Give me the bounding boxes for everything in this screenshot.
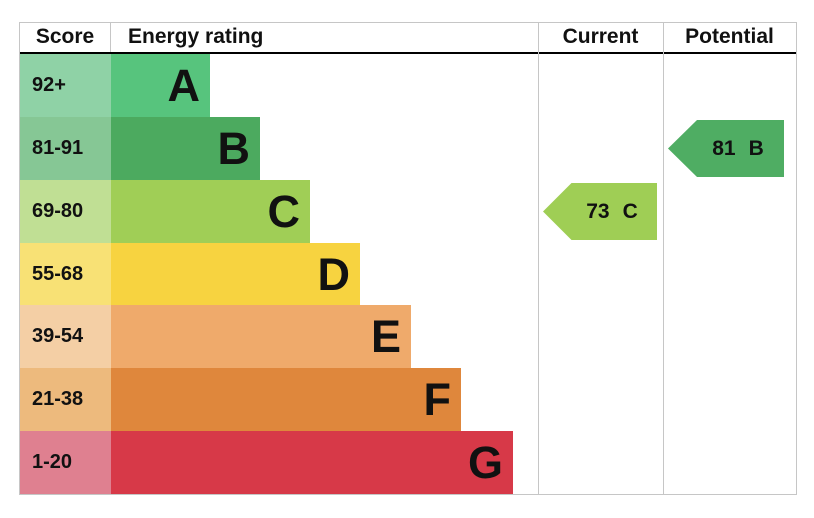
band-bar-d: D: [111, 242, 360, 306]
rating-bands: 92+ A 81-91 B 69-80 C 55-68 D 39-54 E 21…: [20, 54, 796, 495]
band-bar-b: B: [111, 116, 260, 180]
band-letter: E: [370, 311, 401, 363]
chart-frame: Score Energy rating Current Potential 92…: [19, 22, 797, 495]
band-row-f: 21-38 F: [20, 368, 796, 432]
current-rating-arrow: 73 C: [543, 183, 657, 240]
band-row-d: 55-68 D: [20, 242, 796, 306]
band-letter: G: [467, 437, 503, 489]
band-score-range: 55-68: [20, 242, 111, 306]
potential-column-divider: [663, 23, 664, 494]
band-row-b: 81-91 B: [20, 116, 796, 180]
header-energy-rating: Energy rating: [128, 25, 264, 48]
header-row: Score Energy rating Current Potential: [20, 23, 796, 54]
header-current: Current: [562, 25, 639, 48]
band-letter: A: [167, 59, 201, 111]
band-score-range: 1-20: [20, 431, 111, 495]
band-letter: B: [217, 122, 251, 174]
band-row-e: 39-54 E: [20, 305, 796, 369]
band-bar-g: G: [111, 431, 513, 495]
header-score: Score: [20, 23, 111, 52]
band-row-c: 69-80 C: [20, 179, 796, 243]
band-bar-f: F: [111, 368, 461, 432]
current-column-divider: [538, 23, 539, 494]
current-letter: C: [622, 199, 638, 223]
band-bar-c: C: [111, 179, 310, 243]
band-letter: C: [267, 185, 301, 237]
potential-score: 81: [712, 136, 736, 160]
potential-letter: B: [748, 136, 764, 160]
band-letter: D: [317, 248, 351, 300]
band-score-range: 69-80: [20, 179, 111, 243]
band-row-a: 92+ A: [20, 54, 796, 117]
band-score-range: 39-54: [20, 305, 111, 369]
band-bar-a: A: [111, 54, 210, 117]
band-score-range: 21-38: [20, 368, 111, 432]
band-letter: F: [423, 374, 452, 426]
current-score: 73: [586, 199, 610, 223]
band-score-range: 92+: [20, 54, 111, 117]
band-score-range: 81-91: [20, 116, 111, 180]
band-row-g: 1-20 G: [20, 431, 796, 495]
band-bar-e: E: [111, 305, 411, 369]
header-potential: Potential: [685, 25, 774, 48]
